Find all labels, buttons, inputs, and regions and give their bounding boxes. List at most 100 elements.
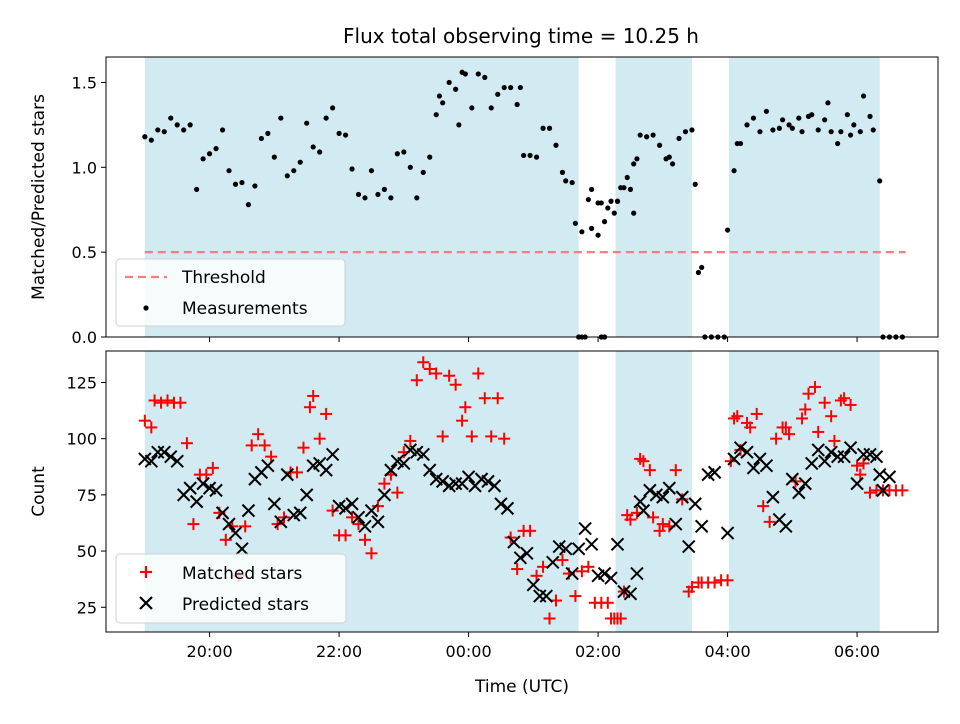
predicted-stars-points bbox=[138, 440, 897, 603]
predicted-star-point bbox=[448, 476, 463, 491]
measurement-point bbox=[362, 195, 368, 201]
y-tick-label: 25 bbox=[77, 598, 97, 617]
matched-star-point bbox=[569, 590, 582, 603]
predicted-star-point bbox=[507, 535, 521, 549]
predicted-star-point bbox=[261, 458, 275, 473]
matched-star-point bbox=[498, 432, 511, 445]
matched-star-point bbox=[174, 396, 187, 409]
matched-star-point bbox=[148, 394, 161, 407]
predicted-star-point bbox=[662, 481, 677, 495]
predicted-star-point bbox=[196, 476, 210, 491]
measurement-point bbox=[666, 154, 672, 160]
measurement-point bbox=[835, 140, 841, 147]
count-panel-frame bbox=[105, 350, 939, 633]
predicted-star-point bbox=[571, 542, 586, 556]
predicted-star-point bbox=[876, 483, 890, 498]
measurement-point bbox=[822, 117, 828, 123]
matched-star-point bbox=[291, 466, 304, 479]
matched-star-point bbox=[708, 576, 721, 589]
measurement-point bbox=[789, 125, 795, 131]
predicted-star-point bbox=[513, 551, 528, 565]
measurement-point bbox=[877, 178, 883, 184]
matched-star-point bbox=[252, 428, 265, 441]
matched-star-point bbox=[219, 533, 232, 546]
x-tick-label: 00:00 bbox=[446, 642, 492, 661]
measurement-point bbox=[601, 219, 608, 225]
matched-star-point bbox=[485, 430, 498, 443]
matched-star-point bbox=[530, 569, 543, 582]
measurement-point bbox=[440, 100, 446, 106]
ratio-legend-frame bbox=[115, 258, 346, 327]
matched-star-point bbox=[575, 565, 588, 578]
measurement-point bbox=[482, 74, 488, 80]
measurement-point bbox=[553, 142, 559, 148]
measurement-point bbox=[608, 198, 614, 204]
predicted-star-point bbox=[636, 503, 651, 518]
predicted-star-point bbox=[293, 506, 307, 520]
predicted-star-point bbox=[494, 497, 508, 511]
measurement-point bbox=[770, 127, 776, 133]
chart-title: Flux total observing time = 10.25 h bbox=[343, 24, 699, 48]
predicted-star-point bbox=[539, 589, 553, 603]
matched-star-point bbox=[763, 515, 776, 528]
measurement-point bbox=[744, 122, 750, 128]
measurement-point bbox=[514, 101, 520, 108]
matched-star-point bbox=[744, 421, 757, 434]
measurement-point bbox=[763, 108, 770, 114]
matched-star-point bbox=[443, 369, 456, 382]
predicted-star-point bbox=[843, 440, 858, 455]
measurement-point bbox=[446, 79, 452, 86]
x-tick-label: 22:00 bbox=[316, 642, 362, 661]
count-x-ticks: 20:00 22:00 00:00 02:00 04:00 06:00 bbox=[187, 632, 880, 661]
predicted-star-point bbox=[371, 515, 385, 529]
predicted-star-point bbox=[630, 566, 644, 581]
ratio-panel: 0.0 0.5 1.0 1.5 Matched/Predicted stars Thr… bbox=[29, 56, 939, 347]
matched-star-point bbox=[245, 439, 258, 452]
matched-star-point bbox=[601, 596, 614, 609]
measurement-point bbox=[381, 186, 388, 192]
measurement-point bbox=[737, 140, 744, 147]
measurement-point bbox=[644, 134, 650, 140]
predicted-star-point bbox=[792, 485, 806, 500]
measurement-point bbox=[469, 105, 475, 111]
predicted-star-point bbox=[228, 526, 243, 540]
predicted-star-point bbox=[643, 483, 657, 498]
matched-star-point bbox=[783, 428, 796, 441]
matched-star-point bbox=[844, 398, 857, 411]
measurement-point bbox=[407, 164, 413, 170]
measurement-point bbox=[521, 152, 527, 159]
matched-star-point bbox=[624, 513, 637, 526]
measurement-point bbox=[579, 229, 585, 235]
predicted-star-point bbox=[209, 483, 223, 498]
matched-star-point bbox=[818, 396, 831, 409]
matched-star-point bbox=[656, 518, 669, 531]
x-axis-label: Time (UTC) bbox=[474, 677, 569, 697]
measurement-point bbox=[527, 152, 533, 159]
predicted-star-point bbox=[533, 589, 547, 603]
predicted-star-point bbox=[785, 472, 800, 486]
matched-star-point bbox=[838, 392, 851, 405]
measurement-point bbox=[692, 181, 698, 187]
matched-star-point bbox=[371, 500, 384, 513]
predicted-star-point bbox=[345, 497, 359, 511]
predicted-star-point bbox=[189, 494, 204, 509]
predicted-star-point bbox=[235, 542, 249, 556]
ratio-y-axis-label: Matched/Predicted stars bbox=[29, 94, 49, 300]
measurement-point bbox=[317, 149, 323, 155]
predicted-star-point bbox=[416, 447, 430, 462]
predicted-star-point bbox=[558, 542, 573, 556]
matched-star-point bbox=[614, 612, 627, 625]
measurement-point bbox=[631, 210, 637, 216]
matched-star-point bbox=[864, 486, 877, 499]
matched-star-point bbox=[808, 380, 821, 393]
measurement-point bbox=[569, 179, 575, 186]
legend-measurements-label: Measurements bbox=[182, 299, 308, 319]
predicted-star-point bbox=[597, 566, 612, 581]
measurement-point bbox=[304, 120, 310, 126]
measurement-point bbox=[488, 105, 494, 111]
y-tick-label: 50 bbox=[77, 542, 97, 561]
measurement-point bbox=[142, 134, 148, 140]
measurement-point bbox=[456, 122, 462, 128]
matched-star-point bbox=[326, 504, 339, 517]
predicted-star-point bbox=[520, 546, 534, 561]
